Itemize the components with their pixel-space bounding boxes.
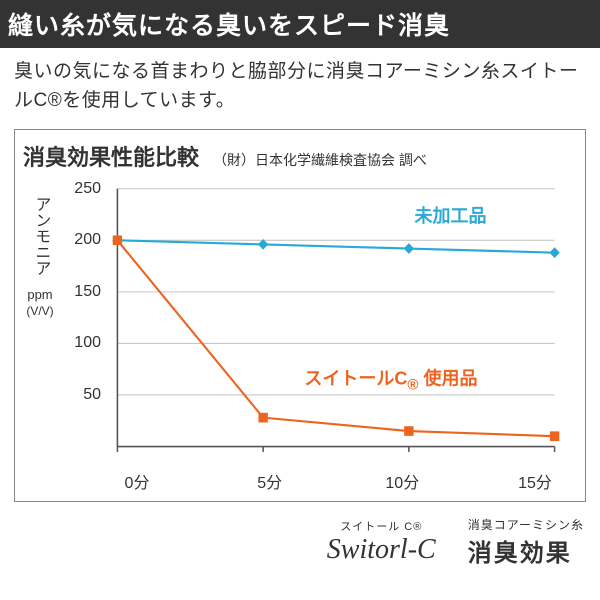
page-title: 縫い糸が気になる臭いをスピード消臭 [0, 0, 600, 48]
x-tick: 5分 [240, 469, 300, 493]
x-tick: 10分 [372, 469, 432, 493]
effect-big: 消臭効果 [468, 533, 584, 568]
chart-svg [107, 178, 565, 468]
x-tick: 0分 [107, 469, 167, 493]
effect-block: 消臭コアーミシン糸 消臭効果 [468, 516, 584, 568]
y-axis-unit1: ppm [23, 287, 57, 304]
y-tick: 200 [74, 231, 101, 249]
brand-ruby: スイトール C® [327, 518, 436, 534]
chart-source: （財）日本化学繊維検査協会 調べ [213, 150, 427, 170]
y-axis-label: アンモニア ppm (V/V) [23, 178, 57, 468]
chart-title: 消臭効果性能比較 [23, 140, 199, 172]
x-tick: 15分 [505, 469, 565, 493]
brand-block: スイトール C® Switorl-C [327, 518, 436, 566]
effect-small: 消臭コアーミシン糸 [468, 516, 584, 533]
y-axis-unit2: (V/V) [23, 304, 57, 320]
chart-plot: 未加工品スイトールC® 使用品 [107, 178, 565, 468]
page-subtitle: 臭いの気になる首まわりと脇部分に消臭コアーミシン糸スイトールC®を使用しています… [0, 48, 600, 129]
series-label: 未加工品 [415, 202, 487, 228]
y-axis-ticks: 50 100 150 200 250 [57, 178, 107, 468]
brand-script: Switorl-C [327, 534, 436, 566]
plot-area: アンモニア ppm (V/V) 50 100 150 200 250 未加工品スイトール… [23, 178, 577, 468]
series-label: スイトールC® 使用品 [304, 365, 477, 394]
footer: スイトール C® Switorl-C 消臭コアーミシン糸 消臭効果 [0, 502, 600, 568]
y-tick: 150 [74, 283, 101, 301]
y-tick: 100 [74, 334, 101, 352]
y-tick: 250 [74, 180, 101, 198]
chart-container: 消臭効果性能比較 （財）日本化学繊維検査協会 調べ アンモニア ppm (V/V… [14, 129, 586, 502]
x-axis-ticks: 0分 5分 10分 15分 [107, 469, 565, 493]
y-axis-label-text: アンモニア [30, 196, 51, 276]
y-tick: 50 [83, 386, 101, 404]
